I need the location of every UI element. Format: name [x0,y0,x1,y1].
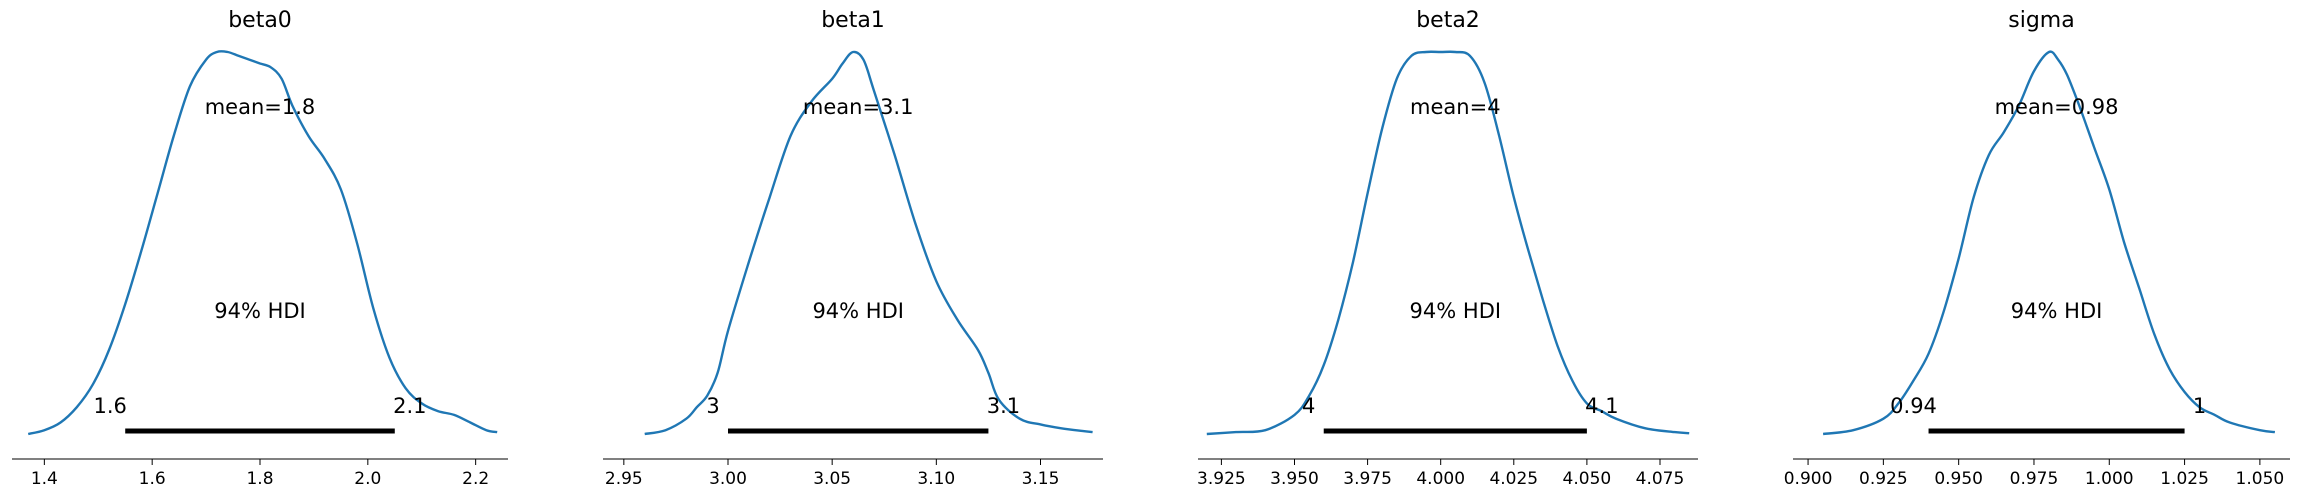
hdi-high-label: 3.1 [987,394,1020,418]
x-tick-label: 3.10 [917,469,955,489]
x-tick-label: 4.050 [1563,469,1612,489]
x-tick-label: 3.925 [1197,469,1246,489]
density-curve [644,50,1093,436]
density-curve [1822,50,2276,436]
panel-title: beta1 [821,8,885,33]
mean-label: mean=1.8 [205,95,316,119]
x-tick-label: 0.975 [2010,469,2059,489]
x-tick-label: 4.025 [1489,469,1538,489]
panel-beta0: beta0 mean=1.8 94% HDI 1.6 2.1 1.4 1.6 1.8 2.0 2.… [12,8,508,489]
x-tick-label: 1.000 [2085,469,2134,489]
x-tick-label: 1.8 [246,469,273,489]
hdi-high-label: 1 [2193,394,2206,418]
x-tick-label: 1.050 [2236,469,2285,489]
x-tick-label: 3.950 [1270,469,1319,489]
x-tick-label: 2.95 [605,469,643,489]
hdi-high-label: 4.1 [1585,394,1618,418]
x-tick-label: 0.900 [1784,469,1833,489]
x-tick-label: 0.950 [1934,469,1983,489]
mean-label: mean=3.1 [803,95,914,119]
hdi-low-label: 1.6 [94,394,127,418]
hdi-low-label: 4 [1302,394,1315,418]
density-curve [1206,50,1690,436]
x-tick-label: 4.075 [1636,469,1685,489]
hdi-label: 94% HDI [1410,299,1502,323]
x-tick-label: 3.975 [1343,469,1392,489]
hdi-label: 94% HDI [2011,299,2103,323]
hdi-high-label: 2.1 [393,394,426,418]
panel-beta2: beta2 mean=4 94% HDI 4 4.1 3.925 3.950 3.975 4.0… [1197,8,1698,489]
panel-title: beta2 [1416,8,1480,33]
hdi-label: 94% HDI [812,299,904,323]
x-tick-label: 3.00 [709,469,747,489]
panel-sigma: sigma mean=0.98 94% HDI 0.94 1 0.900 0.925 0.95… [1784,8,2290,489]
hdi-low-label: 0.94 [1890,394,1937,418]
mean-label: mean=4 [1410,95,1501,119]
x-tick-label: 3.05 [813,469,851,489]
x-tick-label: 2.0 [354,469,381,489]
panel-title: beta0 [228,8,292,33]
x-tick-label: 1.6 [139,469,166,489]
x-tick-label: 4.000 [1416,469,1465,489]
hdi-low-label: 3 [706,394,719,418]
x-tick-label: 2.2 [462,469,489,489]
density-curve [27,50,498,436]
x-tick-label: 1.025 [2160,469,2209,489]
x-tick-label: 1.4 [31,469,58,489]
panel-beta1: beta1 mean=3.1 94% HDI 3 3.1 2.95 3.00 3.05 3.10… [603,8,1103,489]
panel-title: sigma [2008,8,2074,33]
x-tick-label: 3.15 [1022,469,1060,489]
x-tick-label: 0.925 [1859,469,1908,489]
mean-label: mean=0.98 [1995,95,2119,119]
hdi-label: 94% HDI [214,299,306,323]
